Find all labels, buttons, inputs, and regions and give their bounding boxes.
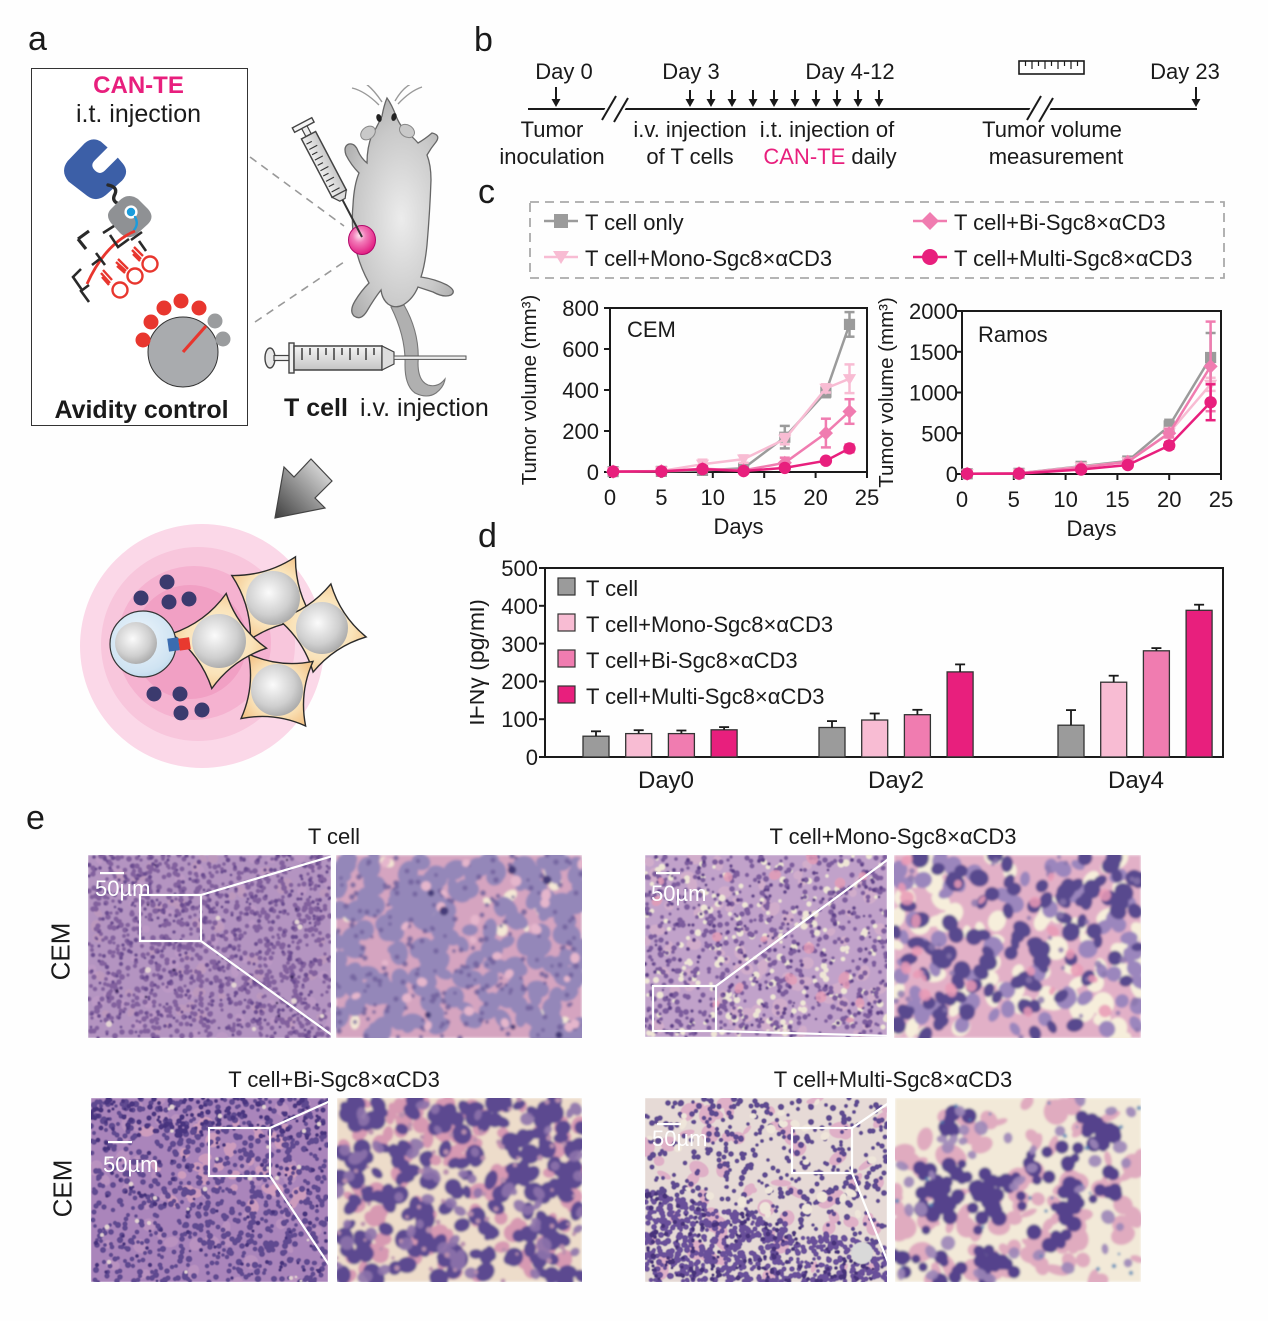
svg-text:800: 800 <box>562 296 599 321</box>
svg-text:measurement: measurement <box>989 144 1124 169</box>
svg-text:Tumor volume: Tumor volume <box>982 117 1122 142</box>
svg-text:25: 25 <box>855 485 879 510</box>
svg-text:T cell+Mono-Sgc8×αCD3: T cell+Mono-Sgc8×αCD3 <box>585 246 832 271</box>
svg-text:10: 10 <box>1053 487 1077 512</box>
svg-text:500: 500 <box>501 556 538 581</box>
svg-text:Tumor volume (mm³): Tumor volume (mm³) <box>875 297 898 488</box>
svg-text:20: 20 <box>1157 487 1181 512</box>
svg-text:Days: Days <box>1066 516 1116 540</box>
svg-text:200: 200 <box>501 669 538 694</box>
svg-text:50µm: 50µm <box>651 881 706 906</box>
svg-text:5: 5 <box>1008 487 1020 512</box>
svg-text:Tumor volume (mm³): Tumor volume (mm³) <box>518 295 541 486</box>
svg-text:T cell: T cell <box>586 576 638 601</box>
svg-text:T cell+Bi-Sgc8×αCD3: T cell+Bi-Sgc8×αCD3 <box>586 648 798 673</box>
svg-text:IFNγ (pg/ml): IFNγ (pg/ml) <box>470 599 489 726</box>
svg-text:i.t. injection of: i.t. injection of <box>760 117 895 142</box>
svg-text:Day0: Day0 <box>638 767 694 794</box>
svg-text:200: 200 <box>562 419 599 444</box>
svg-text:0: 0 <box>587 460 599 485</box>
svg-text:20: 20 <box>803 485 827 510</box>
svg-text:T cell+Multi-Sgc8×αCD3: T cell+Multi-Sgc8×αCD3 <box>954 246 1193 271</box>
svg-text:400: 400 <box>562 378 599 403</box>
svg-text:1000: 1000 <box>909 381 958 406</box>
svg-text:Day4: Day4 <box>1108 767 1164 794</box>
svg-text:600: 600 <box>562 337 599 362</box>
svg-text:0: 0 <box>956 487 968 512</box>
svg-text:50µm: 50µm <box>95 876 150 901</box>
svg-text:Day2: Day2 <box>868 767 924 794</box>
svg-text:2000: 2000 <box>909 299 958 324</box>
svg-text:50µm: 50µm <box>103 1152 158 1177</box>
svg-text:T cell+Mono-Sgc8×αCD3: T cell+Mono-Sgc8×αCD3 <box>586 612 833 637</box>
svg-text:0: 0 <box>526 745 538 770</box>
svg-text:Day 3: Day 3 <box>662 59 719 84</box>
svg-text:Ramos: Ramos <box>978 322 1048 347</box>
svg-text:T cell only: T cell only <box>585 210 684 235</box>
svg-text:Tumor: Tumor <box>521 117 584 142</box>
svg-text:500: 500 <box>921 421 958 446</box>
svg-text:T cell+Bi-Sgc8×αCD3: T cell+Bi-Sgc8×αCD3 <box>954 210 1166 235</box>
svg-text:Day 4-12: Day 4-12 <box>805 59 894 84</box>
svg-text:15: 15 <box>1105 487 1129 512</box>
svg-text:100: 100 <box>501 707 538 732</box>
svg-text:0: 0 <box>946 462 958 487</box>
svg-text:CAN-TE daily: CAN-TE daily <box>763 144 896 169</box>
svg-text:5: 5 <box>655 485 667 510</box>
svg-text:Day 0: Day 0 <box>535 59 592 84</box>
svg-text:15: 15 <box>752 485 776 510</box>
svg-text:400: 400 <box>501 594 538 619</box>
svg-text:CEM: CEM <box>627 317 676 342</box>
svg-text:0: 0 <box>604 485 616 510</box>
svg-text:300: 300 <box>501 632 538 657</box>
svg-text:10: 10 <box>701 485 725 510</box>
svg-text:T cell+Multi-Sgc8×αCD3: T cell+Multi-Sgc8×αCD3 <box>586 684 825 709</box>
svg-text:Day 23: Day 23 <box>1150 59 1220 84</box>
svg-text:25: 25 <box>1209 487 1233 512</box>
svg-text:Days: Days <box>713 514 763 539</box>
svg-text:inoculation: inoculation <box>499 144 604 169</box>
svg-text:of T cells: of T cells <box>646 144 733 169</box>
svg-text:i.v. injection: i.v. injection <box>633 117 746 142</box>
svg-text:1500: 1500 <box>909 340 958 365</box>
